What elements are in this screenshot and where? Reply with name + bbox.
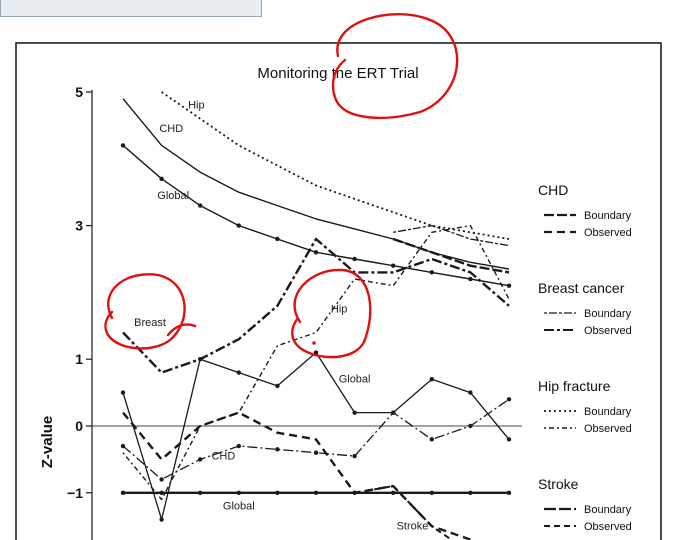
ink-circle-breast (104, 273, 197, 350)
data-point (313, 450, 319, 455)
data-point (236, 443, 241, 449)
data-point (313, 250, 319, 255)
series-breast-cancer-observed (122, 237, 510, 374)
data-point (159, 477, 164, 482)
y-tick-label: 0 (75, 418, 83, 434)
annotation-layer: Hip CHD Global Breast Hip Global CHD Global Stro… (134, 100, 428, 533)
data-point (429, 377, 434, 382)
data-point (468, 276, 473, 282)
series-line (161, 91, 510, 240)
data-point (198, 457, 203, 462)
data-point (352, 453, 357, 459)
legend-entry-label: Observed (584, 521, 632, 533)
data-point (468, 490, 473, 495)
data-point (506, 397, 512, 402)
series-breast-cancer-boundary (393, 224, 510, 247)
legend-group-title: Breast cancer (538, 280, 625, 296)
annotation-label: Hip (188, 100, 205, 112)
annotation-label: CHD (211, 450, 235, 462)
data-point (275, 490, 280, 495)
series-chd-boundary (122, 98, 510, 270)
annotation-label: Global (339, 374, 371, 386)
figure-frame (15, 42, 662, 540)
legend-group-title: Hip fracture (538, 378, 611, 394)
legend-entry-label: Observed (584, 227, 632, 239)
annotation-label: Stroke (397, 521, 429, 533)
data-point (352, 410, 357, 415)
data-point (506, 283, 512, 288)
series-layer (120, 91, 512, 540)
data-point (429, 270, 434, 275)
data-point (236, 490, 241, 495)
data-point (159, 490, 164, 495)
legend-entry-label: Boundary (584, 504, 632, 516)
data-point (391, 263, 396, 268)
chart-title: Monitoring the ERT Trial (257, 65, 418, 82)
data-point (275, 447, 280, 452)
data-point (275, 236, 280, 242)
data-point (198, 357, 203, 362)
legend-group-title: Stroke (538, 476, 579, 492)
annotation-label: Global (223, 501, 255, 513)
data-point (352, 256, 357, 262)
data-point (313, 490, 319, 495)
y-tick-label: 5 (75, 84, 83, 100)
ink-circle-title (331, 13, 459, 120)
data-point (120, 390, 126, 395)
data-point (275, 383, 280, 389)
data-point (198, 490, 203, 495)
data-point (391, 410, 396, 415)
data-point (120, 443, 126, 449)
data-point (506, 490, 512, 495)
data-point (159, 176, 164, 182)
legend-entry-label: Observed (584, 423, 632, 435)
series-line (122, 237, 510, 374)
legend-entry-label: Boundary (584, 308, 632, 320)
annotation-label: Hip (331, 303, 348, 315)
data-point (391, 490, 396, 495)
annotation-label: Breast (134, 317, 166, 329)
data-point (468, 423, 473, 429)
series-global-boundary (120, 490, 512, 495)
series-line (122, 411, 471, 540)
series-line (122, 98, 510, 270)
data-point (468, 390, 473, 395)
data-point (120, 490, 126, 495)
data-point (198, 203, 203, 208)
data-point (429, 437, 434, 442)
data-point (120, 143, 126, 148)
legend-entry-label: Boundary (584, 210, 632, 222)
series-chd-observed (122, 411, 471, 540)
legend-group-title: CHD (538, 182, 568, 198)
series-chd-observed (120, 397, 512, 482)
y-tick-label: 1 (75, 351, 83, 367)
y-tick-label: 3 (75, 218, 83, 234)
hand-annotation-layer (104, 13, 459, 359)
data-point (159, 517, 164, 522)
data-point (506, 437, 512, 442)
legend: CHD Boundary Observed Breast cancer Boundary… (538, 182, 632, 533)
data-point (313, 350, 319, 355)
data-point (429, 490, 434, 495)
series-hip-fracture-observed (122, 224, 510, 501)
legend-entry-label: Observed (584, 325, 632, 337)
data-point (236, 370, 241, 375)
legend-entry-label: Boundary (584, 406, 632, 418)
y-axis-label: Z-value (39, 416, 56, 469)
ink-circle-hip (291, 268, 372, 359)
window-frame (0, 0, 262, 17)
series-global-boundary (120, 143, 512, 288)
series-hip-fracture-boundary (161, 91, 510, 240)
series-line (393, 224, 510, 247)
y-tick-label: −1 (67, 485, 83, 501)
series-line (122, 224, 510, 501)
annotation-label: Global (157, 190, 189, 202)
ink-dot (312, 341, 316, 345)
axes: −1 0 1 3 5 (67, 84, 522, 540)
data-point (352, 490, 357, 495)
data-point (236, 223, 241, 228)
annotation-label: CHD (159, 123, 183, 135)
